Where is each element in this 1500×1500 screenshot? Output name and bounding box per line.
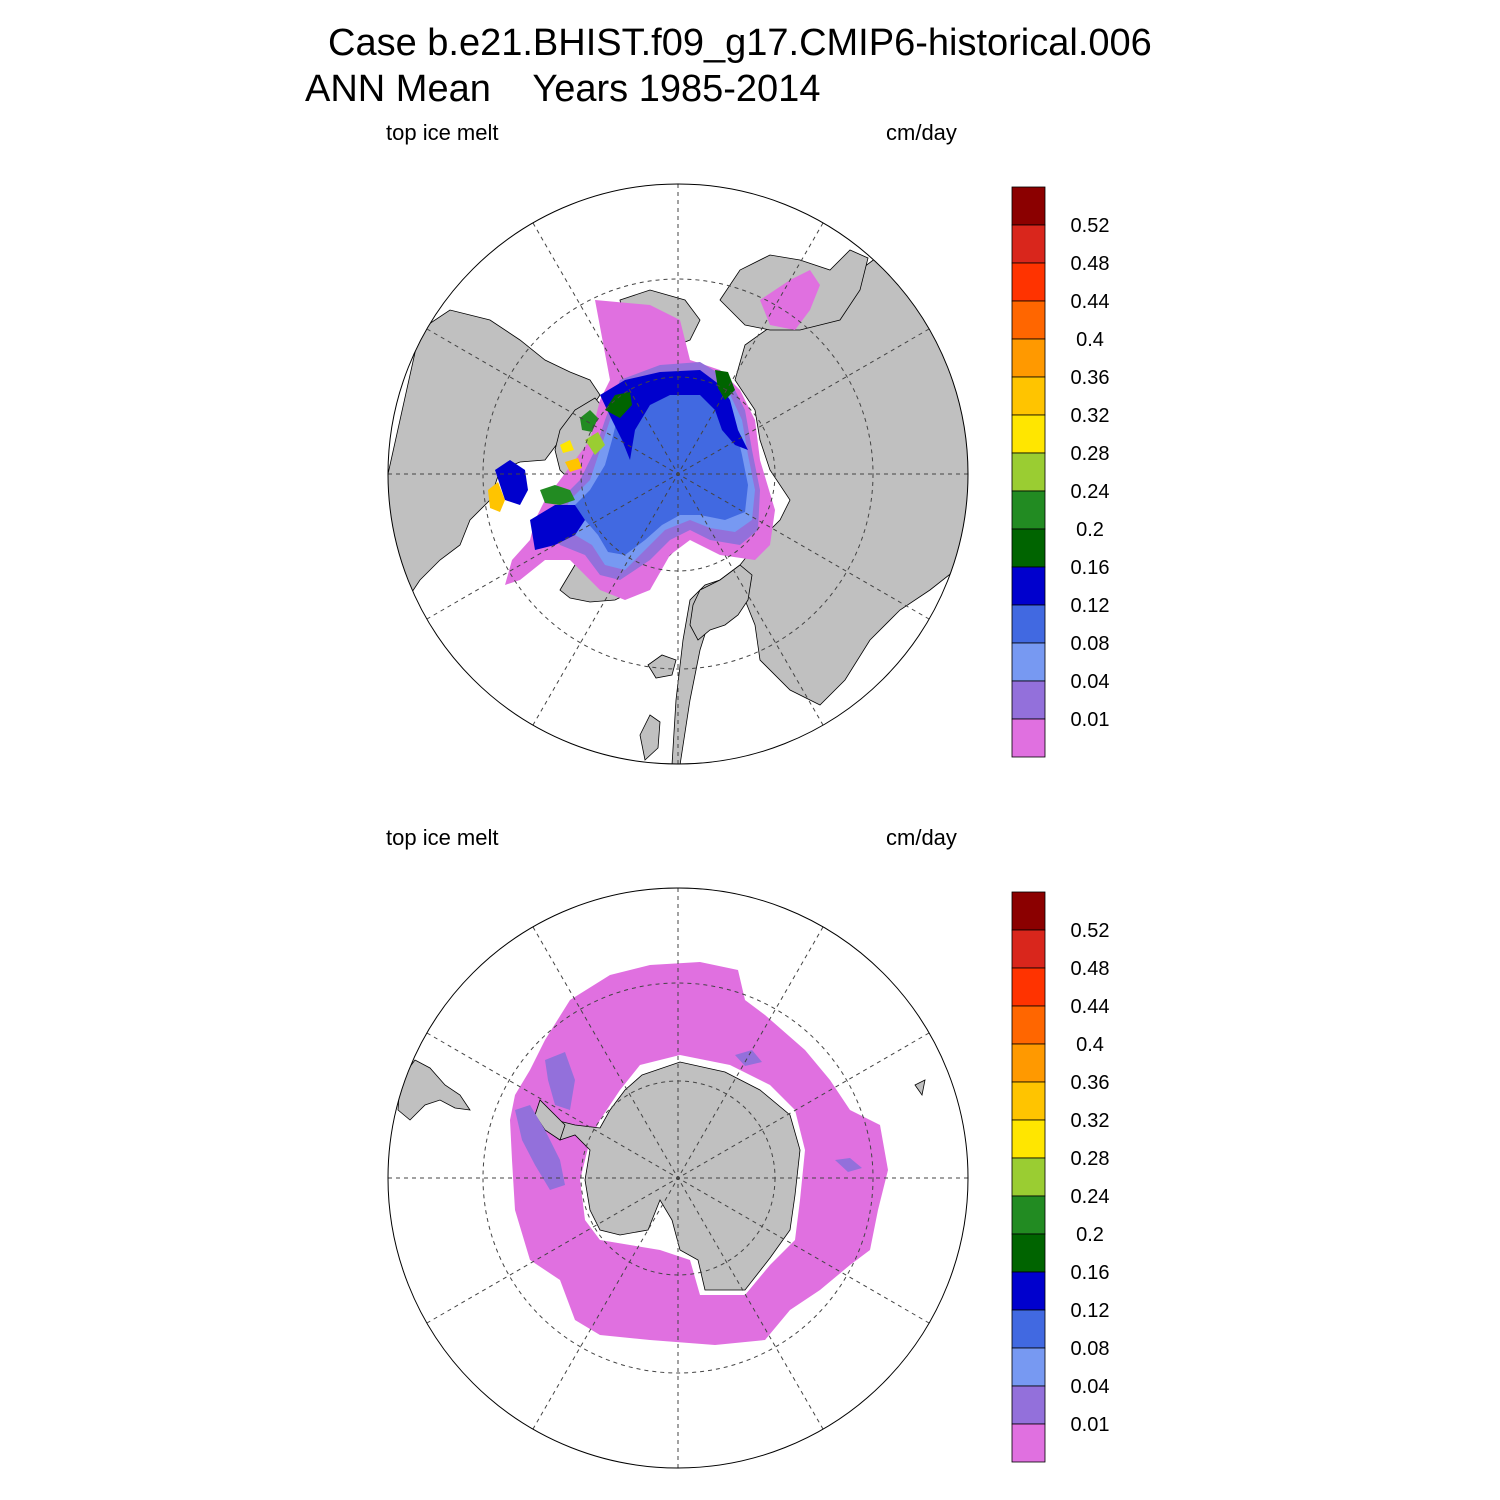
north-colorbar-swatch	[1011, 642, 1046, 682]
south-colorbar-swatch	[1011, 1309, 1046, 1349]
north-colorbar-swatch	[1011, 718, 1046, 758]
north-ice-band-0.32	[488, 482, 505, 512]
north-land-iceland	[647, 654, 677, 679]
north-colorbar-tick-label: 0.32	[1071, 405, 1110, 427]
south-units-label: cm/day	[886, 825, 957, 850]
north-colorbar-tick-label: 0.48	[1071, 253, 1110, 275]
north-colorbar-swatch	[1011, 452, 1046, 492]
south-colorbar-swatch	[1011, 1119, 1046, 1159]
south-colorbar-swatch	[1011, 1423, 1046, 1463]
south-colorbar-swatch	[1011, 1081, 1046, 1121]
north-colorbar-tick-label: 0.36	[1071, 367, 1110, 389]
north-ice-band-0.16	[600, 370, 748, 460]
north-colorbar-swatch	[1011, 604, 1046, 644]
south-map-border	[387, 887, 969, 1469]
north-map-border	[387, 183, 969, 765]
north-colorbar-swatch	[1011, 224, 1046, 264]
north-ice-band-0.32-channel2	[560, 440, 574, 453]
south-ice-band-0.04-weddell	[545, 1052, 575, 1110]
south-colorbar-tick-label: 0.2	[1076, 1224, 1104, 1246]
north-ice-band-0.28	[585, 432, 605, 455]
south-colorbar-tick-label: 0.48	[1071, 958, 1110, 980]
south-colorbar-swatch	[1011, 1043, 1046, 1083]
north-land-british-isles	[639, 714, 661, 761]
south-land-south-america	[397, 1059, 471, 1121]
north-colorbar-tick-label: 0.04	[1071, 671, 1110, 693]
south-colorbar-tick-label: 0.32	[1071, 1110, 1110, 1132]
north-ice-band-0.2-chukchi	[715, 370, 735, 400]
south-colorbar-swatch	[1011, 1385, 1046, 1425]
north-colorbar-swatch	[1011, 680, 1046, 720]
south-colorbar-tick-label: 0.28	[1071, 1148, 1110, 1170]
south-colorbar-swatch	[1011, 1347, 1046, 1387]
south-colorbar-swatch	[1011, 1271, 1046, 1311]
south-colorbar-tick-label: 0.44	[1071, 996, 1110, 1018]
north-ice-band-0.16-hudson	[495, 460, 528, 505]
figure-title-period: ANN Mean Years 1985-2014	[305, 68, 821, 110]
north-units-label: cm/day	[886, 120, 957, 145]
north-colorbar-swatch	[1011, 338, 1046, 378]
north-colorbar-swatch	[1011, 376, 1046, 416]
north-land-scandinavia	[689, 564, 753, 641]
south-colorbar-tick-label: 0.52	[1071, 920, 1110, 942]
north-colorbar-swatch	[1011, 528, 1046, 568]
south-colorbar-tick-label: 0.01	[1071, 1414, 1110, 1436]
north-colorbar-swatch	[1011, 414, 1046, 454]
north-colorbar-swatch	[1011, 490, 1046, 530]
south-colorbar-tick-label: 0.16	[1071, 1262, 1110, 1284]
north-colorbar-swatch	[1011, 186, 1046, 226]
south-colorbar-tick-label: 0.36	[1071, 1072, 1110, 1094]
south-colorbar-swatch	[1011, 891, 1046, 931]
north-colorbar-tick-label: 0.24	[1071, 481, 1110, 503]
south-colorbar-tick-label: 0.24	[1071, 1186, 1110, 1208]
south-colorbar-swatch	[1011, 967, 1046, 1007]
south-polar-map	[387, 887, 969, 1469]
north-polar-map	[387, 183, 969, 765]
south-ice-band-0.04-ross	[835, 1158, 862, 1172]
south-colorbar-tick-label: 0.08	[1071, 1338, 1110, 1360]
south-ice-band-0.01	[510, 962, 888, 1345]
south-ice-band-0.04-bellingshausen	[515, 1105, 565, 1190]
south-land-new-zealand-tip	[914, 1079, 926, 1096]
north-colorbar-tick-label: 0.12	[1071, 595, 1110, 617]
north-colorbar: 0.52 0.48 0.44 0.4 0.36 0.32 0.28 0.24 0.2 0.16 0.…	[1011, 186, 1110, 758]
north-ice-band-0.32-channel	[565, 458, 582, 472]
south-colorbar-swatch	[1011, 1005, 1046, 1045]
north-colorbar-tick-label: 0.2	[1076, 519, 1104, 541]
south-ice-band-0.04-east	[735, 1050, 762, 1066]
north-colorbar-tick-label: 0.52	[1071, 215, 1110, 237]
north-ice-band-0.24	[540, 485, 575, 505]
south-colorbar-swatch	[1011, 1195, 1046, 1235]
north-ice-band-0.2	[605, 392, 632, 418]
north-colorbar-swatch	[1011, 262, 1046, 302]
south-colorbar-swatch	[1011, 1233, 1046, 1273]
south-colorbar: 0.52 0.48 0.44 0.4 0.36 0.32 0.28 0.24 0.2 0.16 0.…	[1011, 891, 1110, 1463]
north-colorbar-tick-label: 0.4	[1076, 329, 1104, 351]
figure-title-case: Case b.e21.BHIST.f09_g17.CMIP6-historica…	[328, 22, 1152, 64]
south-variable-label: top ice melt	[386, 825, 499, 850]
north-graticule	[388, 184, 968, 764]
north-colorbar-swatch	[1011, 300, 1046, 340]
south-colorbar-tick-label: 0.12	[1071, 1300, 1110, 1322]
north-colorbar-tick-label: 0.28	[1071, 443, 1110, 465]
north-colorbar-swatch	[1011, 566, 1046, 606]
north-colorbar-tick-label: 0.08	[1071, 633, 1110, 655]
north-colorbar-tick-label: 0.16	[1071, 557, 1110, 579]
north-ice-band-0.01-okhotsk	[760, 270, 820, 330]
south-colorbar-swatch	[1011, 929, 1046, 969]
north-variable-label: top ice melt	[386, 120, 499, 145]
north-colorbar-tick-label: 0.44	[1071, 291, 1110, 313]
north-ice-band-0.16-baffin	[530, 505, 585, 550]
south-colorbar-tick-label: 0.04	[1071, 1376, 1110, 1398]
south-colorbar-tick-label: 0.4	[1076, 1034, 1104, 1056]
south-colorbar-swatch	[1011, 1157, 1046, 1197]
north-colorbar-tick-label: 0.01	[1071, 709, 1110, 731]
south-graticule	[388, 888, 968, 1468]
